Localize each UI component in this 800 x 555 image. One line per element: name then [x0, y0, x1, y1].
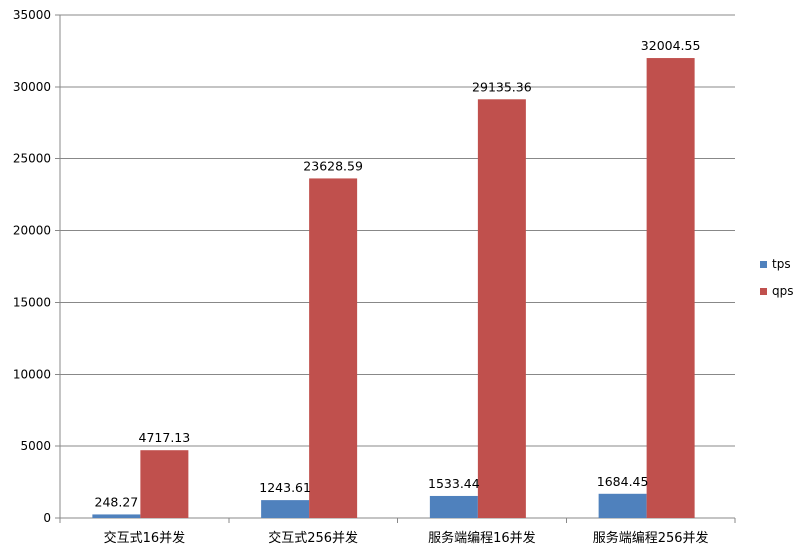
- y-tick-label: 35000: [13, 8, 51, 22]
- bar-tps: [598, 493, 647, 518]
- y-tick-label: 5000: [20, 439, 51, 453]
- data-label-tps: 1243.61: [259, 480, 311, 495]
- bar-qps: [646, 58, 695, 519]
- axes: [55, 14, 736, 523]
- legend: tps qps: [760, 257, 794, 298]
- y-tick-labels: 0 5000 10000 15000 20000 25000 30000 35000: [13, 8, 51, 525]
- bar-tps: [429, 495, 478, 518]
- legend-swatch-qps: [760, 288, 767, 295]
- bar-tps: [261, 500, 310, 518]
- legend-swatch-tps: [760, 261, 767, 268]
- data-labels: 248.27 4717.13 1243.61 23628.59 1533.44 29135…: [95, 38, 701, 509]
- bar-tps: [92, 514, 141, 518]
- gridlines: [60, 14, 735, 447]
- legend-label-tps: tps: [772, 257, 791, 271]
- bar-qps: [477, 99, 526, 518]
- data-label-tps: 248.27: [95, 494, 139, 509]
- legend-label-qps: qps: [772, 284, 794, 298]
- y-tick-label: 10000: [13, 367, 51, 381]
- x-tick-label: 交互式16并发: [104, 530, 186, 546]
- data-label-qps: 29135.36: [472, 79, 532, 94]
- y-tick-label: 0: [43, 511, 51, 525]
- bars: [92, 58, 695, 519]
- y-tick-label: 30000: [13, 80, 51, 94]
- data-label-qps: 23628.59: [303, 158, 363, 173]
- data-label-qps: 4717.13: [139, 430, 191, 445]
- data-label-tps: 1684.45: [597, 474, 649, 489]
- y-tick-label: 25000: [13, 152, 51, 166]
- x-tick-label: 交互式256并发: [268, 530, 358, 546]
- y-tick-label: 20000: [13, 224, 51, 238]
- y-tick-label: 15000: [13, 295, 51, 309]
- bar-qps: [140, 450, 189, 518]
- x-tick-label: 服务端编程16并发: [428, 530, 536, 546]
- data-label-qps: 32004.55: [641, 38, 701, 53]
- data-label-tps: 1533.44: [428, 476, 480, 491]
- x-tick-label: 服务端编程256并发: [593, 530, 709, 546]
- x-tick-labels: 交互式16并发 交互式256并发 服务端编程16并发 服务端编程256并发: [104, 530, 709, 546]
- bar-qps: [309, 178, 358, 518]
